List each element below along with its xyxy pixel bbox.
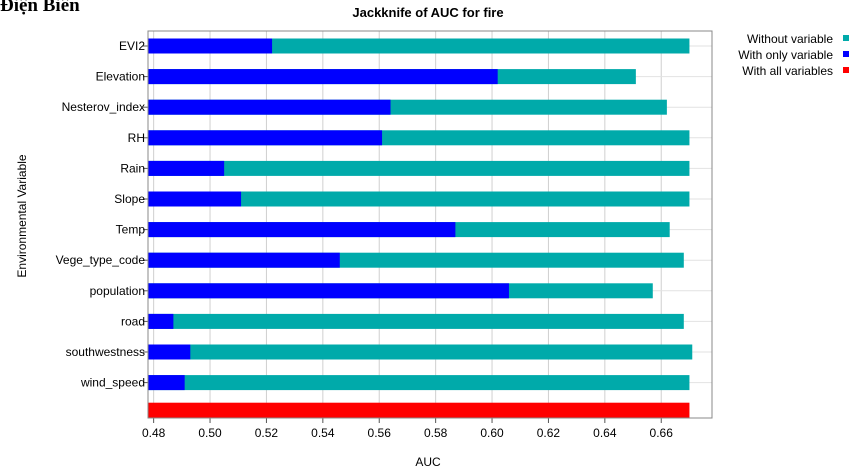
plot-frame — [147, 30, 713, 419]
bar-without-variable — [148, 160, 690, 176]
bar-with-only-variable — [148, 38, 273, 54]
bar-with-only-variable — [148, 191, 242, 207]
bars — [148, 38, 693, 418]
legend: Without variable With only variable With a… — [738, 32, 849, 78]
category-labels: EVI2 Elevation Nesterov_index RH Rain Slope Te… — [56, 39, 148, 390]
y-axis-label: Environmental Variable — [15, 154, 29, 278]
bar-with-all-variables — [148, 402, 690, 418]
x-tick-label: 0.52 — [255, 426, 279, 440]
x-tick-label: 0.64 — [593, 426, 617, 440]
category-label: Vege_type_code — [56, 253, 146, 267]
x-tick-label: 0.48 — [142, 426, 166, 440]
x-tick-label: 0.62 — [537, 426, 561, 440]
legend-swatch — [843, 67, 849, 73]
corner-title: Điện Biên — [0, 0, 80, 16]
x-tick-label: 0.58 — [424, 426, 448, 440]
bar-with-only-variable — [148, 160, 225, 176]
bar-without-variable — [148, 38, 690, 54]
category-label: Rain — [120, 161, 145, 175]
bar-with-only-variable — [148, 130, 383, 146]
x-axis-label: AUC — [415, 455, 441, 469]
legend-swatch — [843, 35, 849, 41]
bar-with-only-variable — [148, 313, 174, 329]
x-tick-label: 0.60 — [480, 426, 504, 440]
legend-label: Without variable — [747, 32, 833, 46]
legend-label: With only variable — [738, 48, 833, 62]
category-label: Nesterov_index — [62, 100, 145, 114]
bar-without-variable — [148, 375, 690, 391]
category-label: Elevation — [96, 70, 145, 84]
x-tick-label: 0.56 — [368, 426, 392, 440]
category-label: population — [90, 284, 145, 298]
category-label: RH — [128, 131, 145, 145]
category-label: wind_speed — [80, 376, 145, 390]
bar-with-only-variable — [148, 252, 340, 268]
category-label: southwestness — [66, 345, 145, 359]
category-label: road — [121, 314, 145, 328]
bar-with-only-variable — [148, 99, 391, 115]
legend-swatch — [843, 51, 849, 57]
bar-with-only-variable — [148, 344, 191, 360]
bar-with-only-variable — [148, 283, 509, 299]
bar-with-only-variable — [148, 222, 456, 238]
x-tick-label: 0.50 — [198, 426, 222, 440]
category-label: Slope — [114, 192, 145, 206]
bar-without-variable — [148, 344, 693, 360]
bar-with-only-variable — [148, 375, 185, 391]
chart-title: Jackknife of AUC for fire — [352, 5, 503, 20]
x-ticks: 0.48 0.50 0.52 0.54 0.56 0.58 0.60 0.62 0.64 0.66 — [142, 418, 673, 440]
bar-with-only-variable — [148, 69, 498, 85]
x-tick-label: 0.54 — [311, 426, 335, 440]
bar-without-variable — [148, 191, 690, 207]
category-label: EVI2 — [119, 39, 145, 53]
category-label: Temp — [116, 223, 146, 237]
x-tick-label: 0.66 — [650, 426, 674, 440]
legend-label: With all variables — [742, 64, 833, 78]
bar-without-variable — [148, 313, 684, 329]
